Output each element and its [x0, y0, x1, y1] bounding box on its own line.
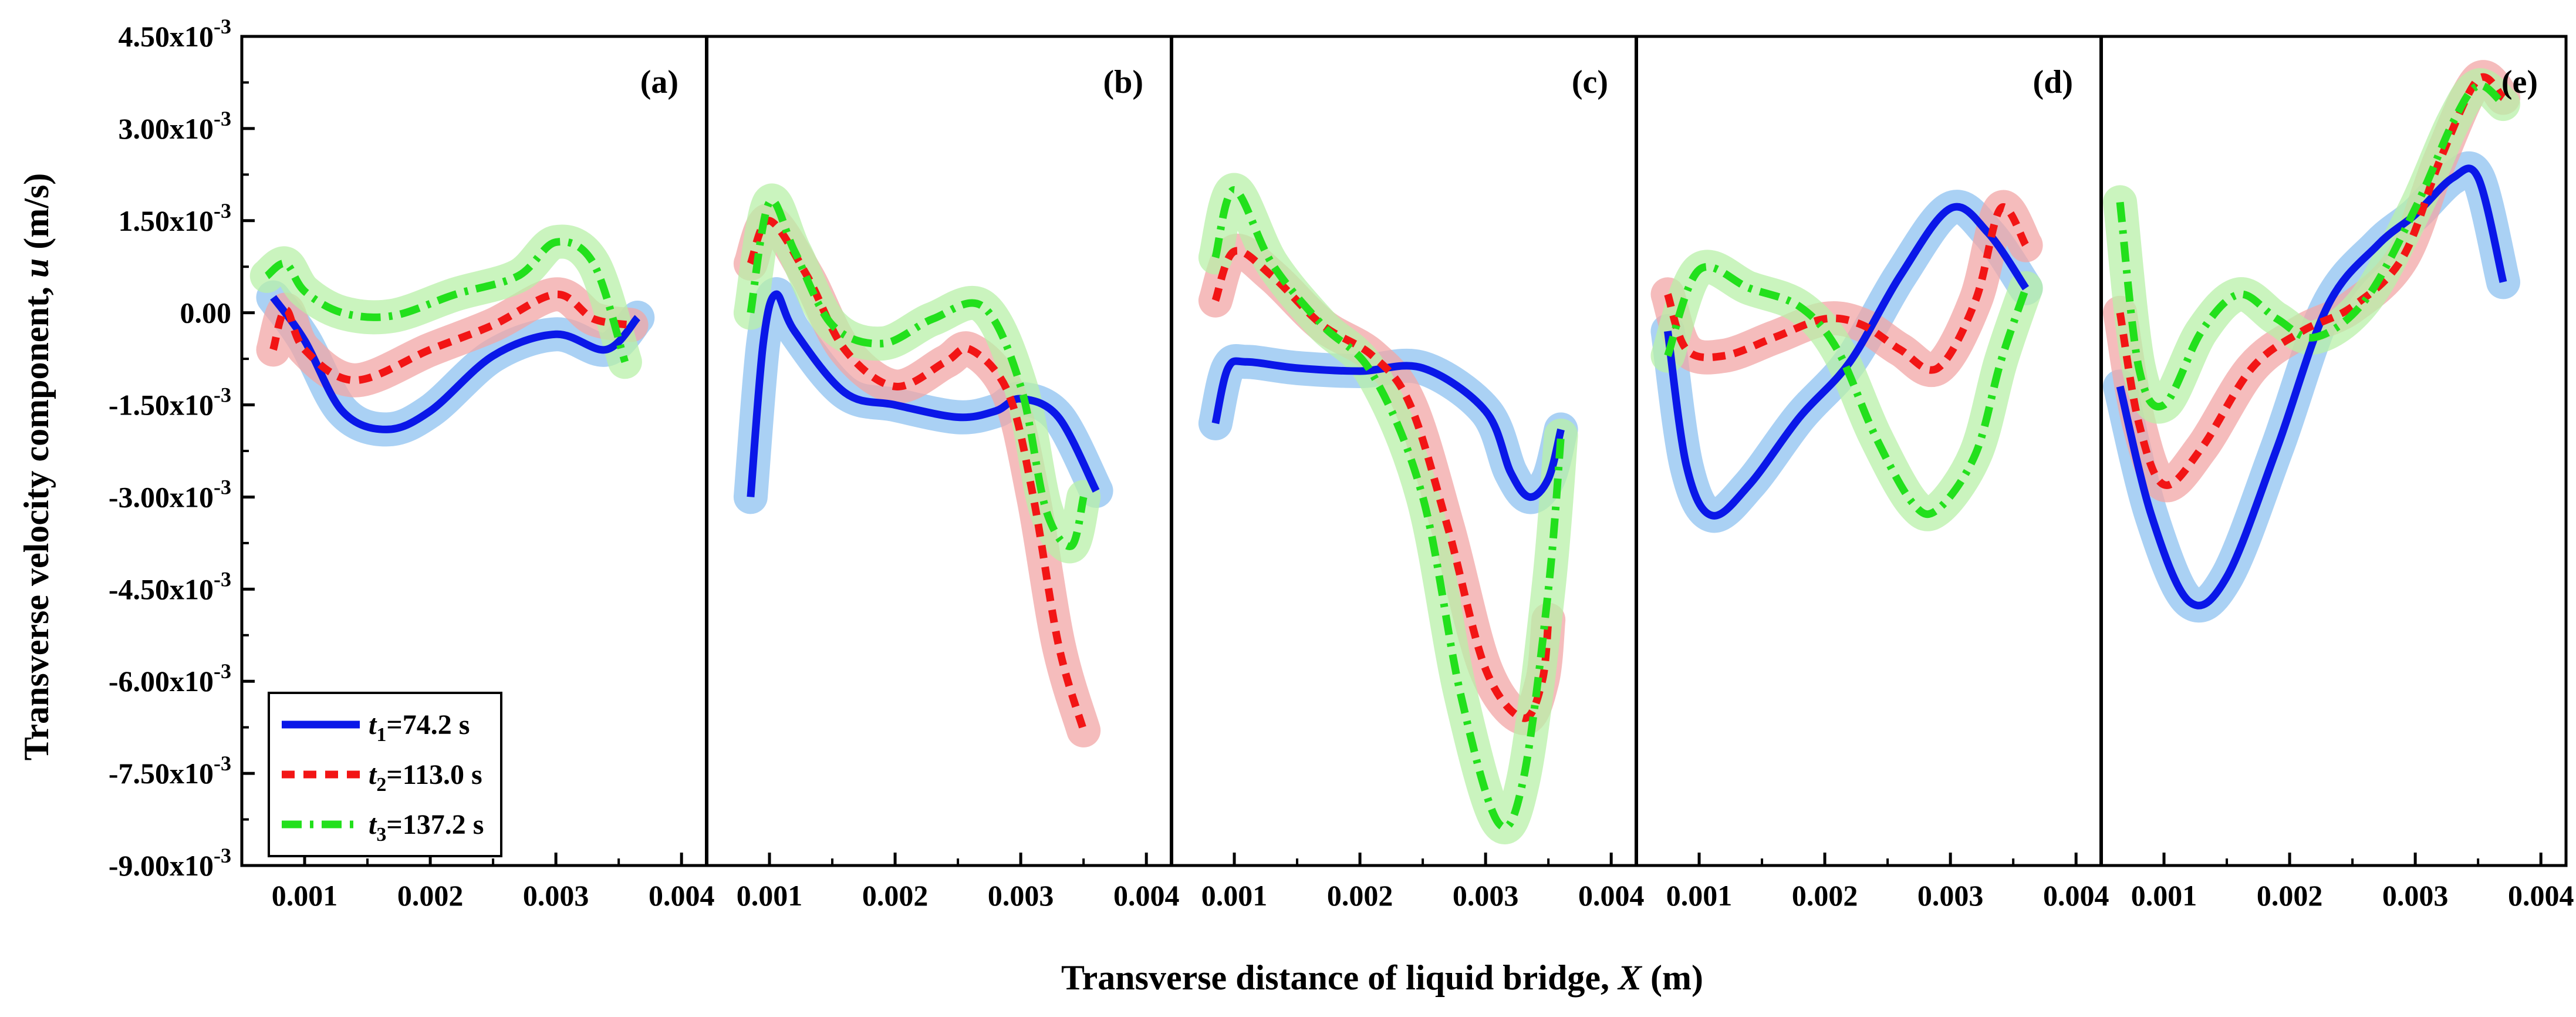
legend-label-t3: t3=137.2 s	[369, 809, 484, 846]
x-tick-label: 0.004	[2043, 879, 2109, 912]
line-t3-panel-1	[264, 238, 629, 363]
x-tick-label: 0.001	[737, 879, 803, 912]
y-tick-label: -7.50x10-3	[109, 752, 231, 790]
x-axis-title: Transverse distance of liquid bridge, X …	[1061, 958, 1703, 997]
x-tick-label: 0.003	[2382, 879, 2449, 912]
line-t1-panel-2	[747, 290, 1100, 497]
x-tick-label: 0.001	[2131, 879, 2197, 912]
band-t3-panel-3	[1198, 173, 1578, 844]
x-tick-label: 0.003	[988, 879, 1054, 912]
x-tick-label: 0.004	[1578, 879, 1645, 912]
y-tick-label: 1.50x10-3	[119, 199, 232, 237]
x-tick-label: 0.001	[272, 879, 338, 912]
x-tick-label: 0.001	[1201, 879, 1268, 912]
y-tick-label: 0.00	[180, 297, 232, 329]
x-tick-label: 0.003	[523, 879, 589, 912]
panel-label: (c)	[1572, 64, 1608, 100]
x-tick-label: 0.002	[2257, 879, 2323, 912]
axes	[240, 35, 2568, 867]
line-t2-panel-4	[1664, 203, 2030, 374]
line-t3-panel-3	[1211, 186, 1565, 831]
x-tick-label: 0.002	[1792, 879, 1858, 912]
y-axis-title: Transverse velocity component, u (m/s)	[17, 173, 56, 760]
x-tick-label: 0.003	[1917, 879, 1984, 912]
legend-label-t2: t2=113.0 s	[369, 759, 482, 796]
y-tick-label: -4.50x10-3	[109, 567, 231, 605]
panel-label: (b)	[1103, 64, 1143, 100]
line-t2-panel-2	[747, 217, 1088, 732]
line-t2-panel-3	[1211, 247, 1552, 722]
legend: t1=74.2 s t2=113.0 s t3=137.2 s	[268, 692, 502, 857]
series-lines	[264, 73, 2507, 831]
y-tick-label: 4.50x10-3	[119, 15, 232, 53]
line-t1-panel-3	[1211, 357, 1565, 501]
panel-label: (d)	[2033, 64, 2073, 100]
y-tick-label: -3.00x10-3	[109, 475, 231, 513]
panel-label: (e)	[2501, 64, 2538, 100]
x-tick-label: 0.004	[2508, 879, 2574, 912]
x-tick-label: 0.002	[862, 879, 929, 912]
line-t2-panel-1	[269, 290, 632, 385]
x-tick-label: 0.001	[1666, 879, 1733, 912]
confidence-bands	[249, 60, 2520, 844]
line-t1-panel-4	[1664, 203, 2030, 520]
x-tick-label: 0.003	[1453, 879, 1519, 912]
y-tick-label: -1.50x10-3	[109, 383, 231, 422]
line-t1-panel-5	[2116, 164, 2507, 609]
line-t3-panel-2	[747, 197, 1088, 550]
x-tick-label: 0.004	[649, 879, 715, 912]
x-tick-label: 0.004	[1113, 879, 1180, 912]
legend-label-t1: t1=74.2 s	[369, 709, 470, 746]
y-tick-label: -9.00x10-3	[109, 844, 231, 882]
panel-label: (a)	[640, 64, 678, 100]
line-t3-panel-4	[1664, 262, 2030, 518]
tick-labels: 4.50x10-3 3.00x10-3 1.50x10-3 0.00 -1.50x10-…	[109, 15, 2574, 912]
y-tick-label: -6.00x10-3	[109, 659, 231, 698]
x-tick-label: 0.002	[397, 879, 464, 912]
y-tick-label: 3.00x10-3	[119, 107, 232, 145]
x-tick-label: 0.002	[1327, 879, 1393, 912]
line-t1-panel-1	[270, 295, 641, 433]
line-t3-panel-5	[2116, 81, 2506, 411]
